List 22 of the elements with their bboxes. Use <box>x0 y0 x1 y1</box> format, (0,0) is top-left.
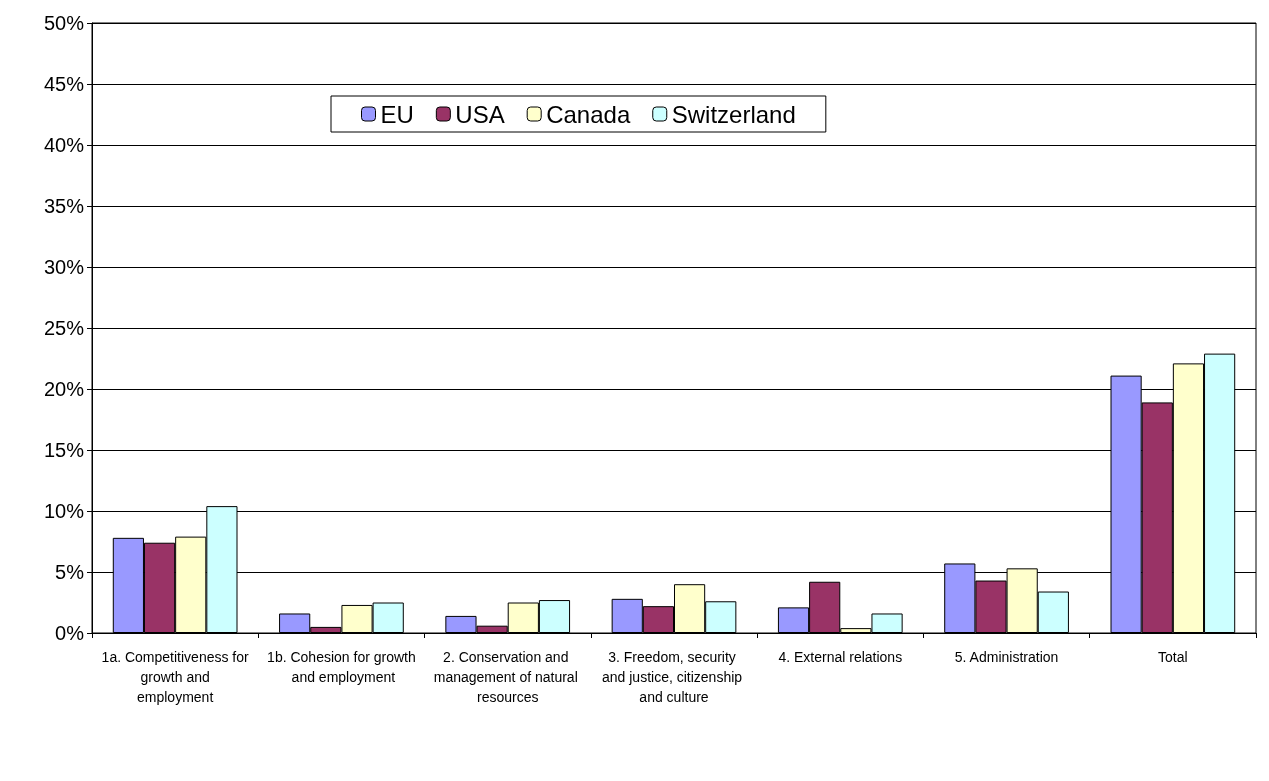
x-tick-label: 2. Conservation and management of natural resources <box>433 649 582 705</box>
x-tick-label: 1b. Cohesion for growth and employment <box>267 649 416 685</box>
y-tick-label: 20% <box>43 378 85 400</box>
y-tick-label: 30% <box>43 256 85 278</box>
y-tick-label: 5% <box>55 561 85 583</box>
y-tick-label: 35% <box>43 195 85 217</box>
x-tick-label: 4. External relations <box>778 649 903 665</box>
y-tick-label: 0% <box>55 622 85 644</box>
x-tick-label: 3. Freedom, security and justice, citizenship and culture <box>602 649 746 705</box>
x-tick-label: Total <box>1158 649 1188 665</box>
y-tick-label: 40% <box>43 134 85 156</box>
legend-label: EU <box>380 100 414 128</box>
y-tick-label: 50% <box>43 12 85 34</box>
legend-label: USA <box>455 100 505 128</box>
legend-label: Switzerland <box>671 100 796 128</box>
x-tick-label: 5. Administration <box>954 649 1059 665</box>
x-tick-label: 1a. Competitiveness for growth and employment <box>101 649 250 705</box>
y-tick-label: 25% <box>43 317 85 339</box>
y-tick-label: 45% <box>43 73 85 95</box>
y-tick-label: 10% <box>43 500 85 522</box>
legend-label: Canada <box>546 100 631 128</box>
y-tick-label: 15% <box>43 439 85 461</box>
